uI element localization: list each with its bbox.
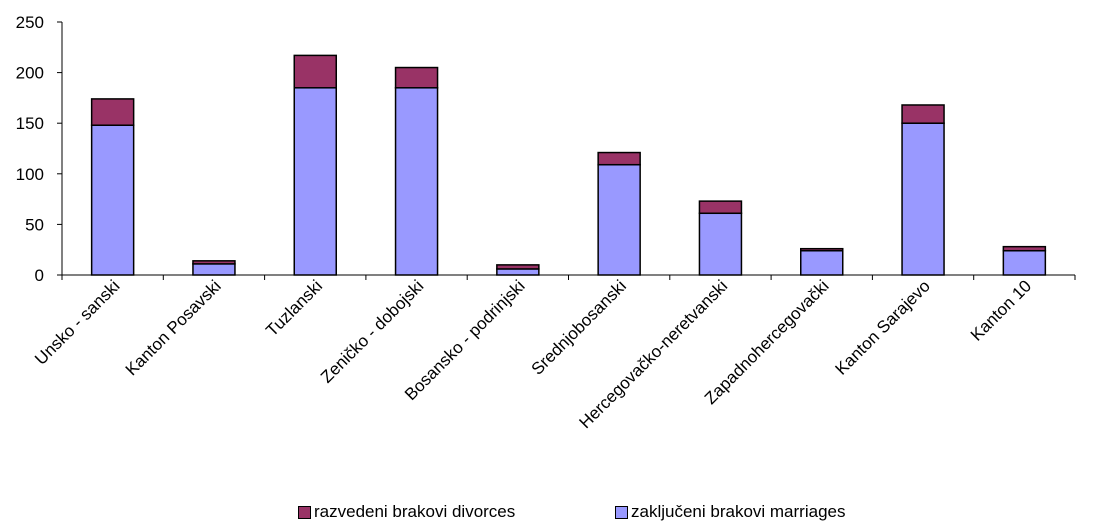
legend-swatch-marriages <box>615 505 628 519</box>
bar-marriages <box>1002 249 1047 276</box>
bar-divorces <box>1002 245 1047 252</box>
bar-divorces <box>901 104 945 124</box>
y-tick-label: 50 <box>25 215 44 234</box>
x-category-label: Tuzlanski <box>262 276 326 340</box>
y-tick-label: 100 <box>16 165 44 184</box>
bar-marriages <box>901 122 945 276</box>
x-category-label: Zeničko - dobojski <box>317 276 427 386</box>
bar-divorces <box>192 260 236 265</box>
bar-marriages <box>800 249 844 276</box>
bar-marriages <box>293 87 337 276</box>
bar-marriages <box>698 212 743 276</box>
legend-item-divorces: razvedeni brakovi divorces <box>298 502 515 522</box>
bar-marriages <box>192 263 236 276</box>
bar-divorces <box>800 247 844 252</box>
y-tick-label: 200 <box>16 64 44 83</box>
bar-divorces <box>293 54 337 89</box>
x-category-label: Unsko - sanski <box>31 276 123 368</box>
bar-divorces <box>496 264 540 270</box>
x-category-label: Kanton 10 <box>967 276 1035 344</box>
bars <box>90 54 1047 276</box>
legend-item-marriages: zaključeni brakovi marriages <box>615 502 845 522</box>
x-category-label: Kanton Sarajevo <box>832 276 934 378</box>
bar-divorces <box>90 98 135 126</box>
y-axis: 0 50 100 150 200 250 <box>16 13 63 285</box>
y-tick-label: 150 <box>16 114 44 133</box>
legend-label-marriages: zaključeni brakovi marriages <box>631 502 846 521</box>
bar-divorces <box>597 151 641 166</box>
y-tick-label: 0 <box>35 266 44 285</box>
legend-label-divorces: razvedeni brakovi divorces <box>314 502 516 521</box>
legend: razvedeni brakovi divorces zaključeni br… <box>0 502 1117 524</box>
bar-divorces <box>394 66 439 89</box>
bar-marriages <box>394 87 439 276</box>
bar-divorces <box>698 200 743 215</box>
x-category-label: Srednjobosanski <box>528 276 630 378</box>
bar-marriages <box>496 268 540 276</box>
x-category-label: Kanton Posavski <box>122 276 225 379</box>
bar-marriages <box>597 163 641 276</box>
legend-swatch-divorces <box>298 505 311 519</box>
y-tick-label: 250 <box>16 13 44 32</box>
bar-marriages <box>90 124 135 276</box>
